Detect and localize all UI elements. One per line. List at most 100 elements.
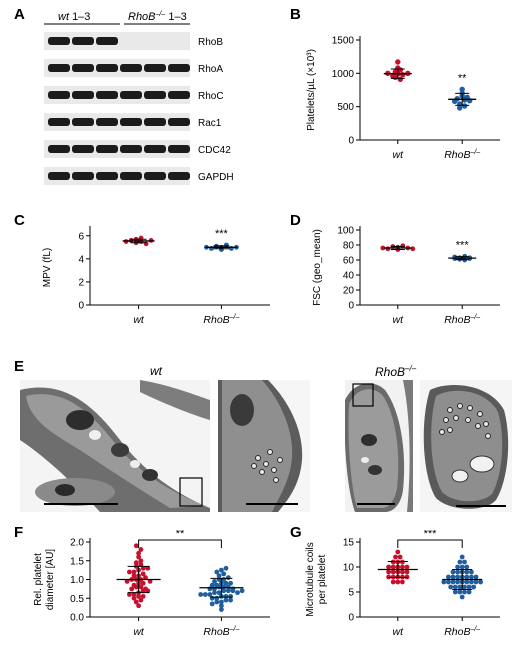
data-point <box>219 603 224 609</box>
em-ko-title: RhoB–/– <box>375 364 417 379</box>
data-point <box>392 74 398 81</box>
y-tick-label: 20 <box>343 286 355 297</box>
blot-label-cdc42: CDC42 <box>198 145 231 156</box>
data-point <box>457 584 463 590</box>
blot-band <box>48 145 70 153</box>
data-point <box>386 569 391 575</box>
blot-label-rac1: Rac1 <box>198 118 222 129</box>
data-point <box>147 578 153 584</box>
data-point <box>457 559 463 565</box>
x-tick-label: wt <box>393 149 405 161</box>
panel-letter-c: C <box>14 212 25 229</box>
blot-band <box>120 64 142 72</box>
data-point <box>127 569 132 575</box>
blot-label-rhob: RhoB <box>198 37 223 48</box>
chart-mpv: 0 2 4 6 MPV (fL) wt RhoB–/– *** <box>42 226 270 326</box>
data-point <box>138 562 144 567</box>
data-point <box>223 597 229 603</box>
data-point <box>198 592 204 597</box>
data-point <box>466 589 472 595</box>
data-point <box>395 579 401 585</box>
y-tick-label: 15 <box>343 538 355 549</box>
data-point <box>390 569 396 575</box>
blot-band <box>96 172 118 180</box>
data-point <box>400 564 405 570</box>
data-point <box>455 579 460 585</box>
data-point <box>473 574 479 580</box>
chart-microtubule-coils: 0 5 10 15 Microtubule coilsper platelet wt Rho… <box>305 530 500 638</box>
blot-band <box>120 172 142 180</box>
data-point <box>462 97 468 103</box>
data-point <box>235 590 240 596</box>
panel-letter-a: A <box>14 6 25 23</box>
data-point <box>228 580 234 586</box>
y-axis-label: FSC (geo_mean) <box>312 229 323 306</box>
data-point <box>133 599 139 605</box>
western-blot: wt 1–3 RhoB–/– 1–3 RhoB RhoA RhoC Rac1 CDC42… <box>44 11 234 185</box>
y-tick-label: 1.5 <box>70 556 84 567</box>
data-point <box>136 554 141 560</box>
blot-band <box>96 64 118 72</box>
data-point <box>464 564 470 570</box>
data-point <box>380 245 386 251</box>
data-point <box>450 569 456 575</box>
significance-bracket <box>138 539 222 548</box>
data-point <box>466 584 472 590</box>
blot-band <box>48 64 70 72</box>
panel-letter-f: F <box>14 524 24 541</box>
blot-band <box>48 172 70 180</box>
significance-label: *** <box>456 239 470 251</box>
blot-band <box>144 118 166 126</box>
data-point <box>230 588 236 594</box>
data-point <box>459 86 465 93</box>
blot-band <box>144 145 166 153</box>
y-tick-label: 2 <box>78 277 84 288</box>
significance-label: *** <box>215 228 229 240</box>
blot-band <box>120 118 142 126</box>
y-tick-label: 60 <box>343 256 355 267</box>
data-point <box>462 103 468 109</box>
data-point <box>462 589 467 595</box>
blot-band <box>144 64 166 72</box>
data-point <box>140 593 146 599</box>
blot-band <box>168 172 190 180</box>
y-tick-label: 0 <box>78 301 84 312</box>
blot-label-rhoc: RhoC <box>198 91 224 102</box>
data-point <box>393 554 398 560</box>
data-point <box>216 573 222 579</box>
x-tick-label: wt <box>133 626 145 638</box>
y-tick-label: 2.0 <box>70 538 84 549</box>
data-point <box>478 579 483 585</box>
chart-platelet-count: 0 500 1000 1500 Platelets/µL (×10³) wt RhoB–/–… <box>306 36 500 161</box>
blot-band <box>48 91 70 99</box>
data-point <box>212 590 217 596</box>
data-point <box>395 549 401 555</box>
y-tick-label: 0 <box>348 136 354 147</box>
y-tick-label: 80 <box>343 241 355 252</box>
blot-band <box>72 91 94 99</box>
data-point <box>209 595 215 601</box>
x-tick-label: wt <box>393 626 405 638</box>
data-point <box>225 575 231 581</box>
data-point <box>448 584 454 590</box>
data-point <box>464 569 470 575</box>
data-point <box>228 597 234 603</box>
data-point <box>223 580 229 586</box>
y-tick-label: 0.0 <box>70 613 84 624</box>
y-tick-label: 0 <box>348 301 354 312</box>
x-tick-label: RhoB–/– <box>444 314 480 326</box>
blot-band <box>144 91 166 99</box>
data-point <box>131 569 137 575</box>
data-point <box>450 579 456 585</box>
data-point <box>140 580 146 586</box>
y-axis-label: Microtubule coilsper platelet <box>305 542 328 616</box>
data-point <box>459 564 465 570</box>
blot-band <box>120 145 142 153</box>
data-point <box>138 558 144 564</box>
data-point <box>214 569 220 575</box>
data-point <box>400 71 406 78</box>
y-tick-label: 100 <box>337 226 354 237</box>
y-tick-label: 0.5 <box>70 594 84 605</box>
blot-band <box>48 118 70 126</box>
significance-label: ** <box>458 72 467 84</box>
